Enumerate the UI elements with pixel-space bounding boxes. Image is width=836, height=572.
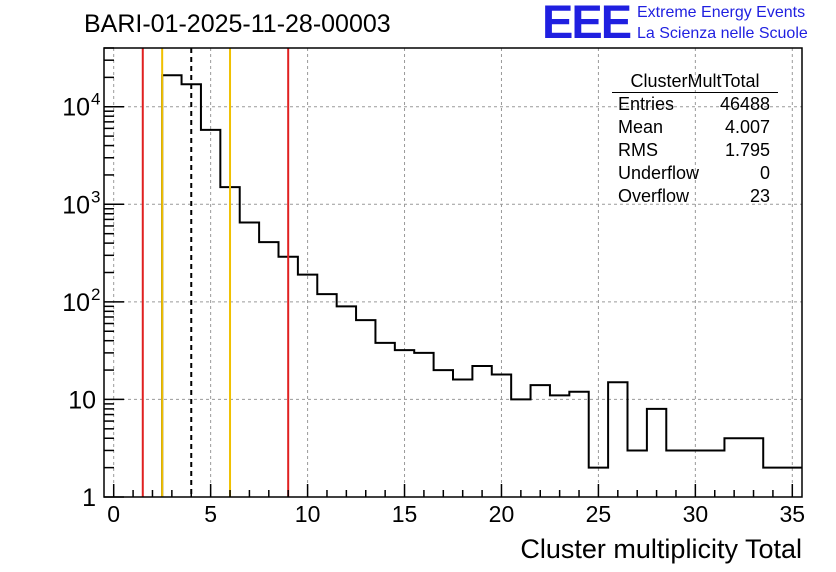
x-tick-label: 15	[392, 501, 418, 527]
eee-logo: EEE Extreme Energy Events La Scienza nel…	[542, 0, 836, 48]
histogram-bin	[259, 242, 278, 497]
stats-value: 1.795	[724, 140, 770, 160]
stats-row-mean: Mean 4.007	[612, 116, 778, 139]
stats-box: ClusterMultTotal Entries 46488 Mean 4.00…	[612, 70, 778, 208]
stats-label: Entries	[618, 94, 675, 114]
y-tick-exponent: 4	[91, 90, 100, 109]
histogram-bars	[161, 74, 802, 497]
x-tick-label: 35	[780, 501, 806, 527]
y-tick-label: 10	[62, 191, 90, 219]
histogram-bin	[337, 306, 356, 497]
histogram-bin	[453, 380, 472, 497]
stats-row-rms: RMS 1.795	[612, 139, 778, 162]
stats-label: Mean	[618, 117, 664, 137]
histogram-bin	[531, 385, 550, 497]
histogram-bin	[647, 409, 666, 497]
y-tick-label: 10	[62, 94, 90, 122]
histogram-bin	[569, 392, 588, 497]
stats-label: RMS	[618, 140, 658, 160]
x-tick-label: 20	[489, 501, 515, 527]
stats-row-entries: Entries 46488	[612, 93, 778, 116]
stats-title: ClusterMultTotal	[612, 70, 778, 93]
histogram-bin	[356, 320, 375, 497]
y-tick-exponent: 3	[91, 187, 100, 206]
x-tick-labels: 0 5 10 15 20 25 30 35	[107, 501, 805, 527]
y-tick-label: 10	[68, 386, 96, 414]
stats-label: Underflow	[618, 163, 700, 183]
histogram-bin	[375, 343, 394, 497]
histogram-outline	[161, 74, 802, 497]
stats-row-overflow: Overflow 23	[612, 185, 778, 208]
histogram-bin	[162, 75, 181, 497]
histogram-bin	[317, 294, 336, 497]
axis-ticks	[104, 47, 794, 498]
stats-value: 0	[759, 163, 770, 183]
logo-line-1: Extreme Energy Events	[637, 4, 806, 21]
stats-row-underflow: Underflow 0	[612, 162, 778, 185]
chart-title: BARI-01-2025-11-28-00003	[84, 10, 391, 38]
stats-value: 46488	[719, 94, 770, 114]
stats-label: Overflow	[618, 186, 690, 206]
x-tick-label: 5	[204, 501, 217, 527]
stats-value: 23	[749, 186, 770, 206]
x-tick-label: 25	[586, 501, 612, 527]
y-tick-label: 10	[62, 289, 90, 317]
y-tick-label: 1	[82, 484, 96, 512]
x-axis-label: Cluster multiplicity Total	[520, 534, 802, 564]
histogram-bin	[744, 438, 763, 497]
histogram-bin	[414, 353, 433, 497]
x-tick-label: 10	[295, 501, 321, 527]
histogram-bin	[608, 382, 627, 497]
stats-value: 4.007	[724, 117, 770, 137]
y-tick-exponent: 2	[91, 285, 100, 304]
histogram-bin	[724, 438, 743, 497]
logo-mark: EEE	[542, 0, 632, 48]
histogram-bin	[550, 395, 569, 497]
histogram-bin	[511, 399, 530, 497]
x-tick-label: 30	[683, 501, 709, 527]
marker-lines	[141, 48, 290, 497]
logo-line-2: La Scienza nelle Scuole	[637, 25, 808, 42]
x-tick-label: 0	[107, 501, 120, 527]
histogram-bin	[472, 366, 491, 497]
histogram-bin	[240, 223, 259, 497]
histogram-bin	[434, 370, 453, 497]
